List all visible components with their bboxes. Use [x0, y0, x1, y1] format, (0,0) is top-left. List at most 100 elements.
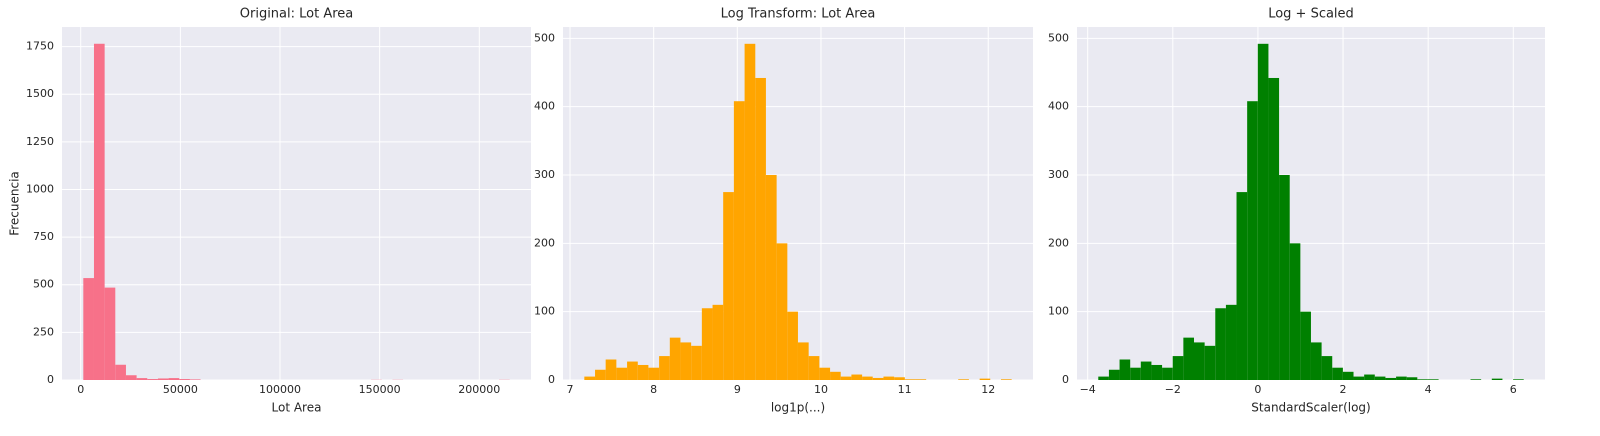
histogram-bar	[168, 378, 180, 380]
histogram-bar	[755, 77, 766, 380]
histogram-bar	[1374, 376, 1386, 380]
histogram-bar	[1470, 379, 1482, 380]
y-tick-label: 100	[1048, 305, 1069, 318]
x-tick-label: 6	[1510, 383, 1517, 396]
histogram-bar	[691, 345, 702, 380]
histogram-bar	[797, 342, 809, 380]
x-tick-label: 12	[981, 383, 995, 396]
y-tick-label: 400	[1048, 100, 1069, 113]
histogram-bar	[787, 311, 798, 380]
chart-title: Log Transform: Lot Area	[721, 7, 876, 22]
y-tick-label: 500	[33, 278, 54, 291]
histogram-bar	[1385, 377, 1397, 380]
histogram-bar	[616, 367, 628, 380]
histogram-bar	[915, 379, 927, 380]
y-tick-label: 400	[534, 100, 555, 113]
x-tick-label: 50000	[163, 383, 198, 396]
histogram-bar	[744, 43, 756, 381]
x-axis-label: log1p(...)	[771, 401, 825, 415]
y-tick-label: 200	[534, 236, 555, 249]
histogram-bar	[157, 378, 169, 380]
histogram-bar	[1406, 377, 1418, 380]
histogram-bar	[840, 376, 852, 380]
x-tick-label: 9	[734, 383, 741, 396]
y-tick-label: 200	[1048, 236, 1069, 249]
x-tick-label: 150000	[359, 383, 401, 396]
histogram-bar	[1491, 378, 1503, 380]
histogram-bar	[115, 364, 126, 380]
histogram-bar	[1417, 379, 1428, 380]
histogram-bar	[1236, 192, 1248, 380]
histogram-bar	[1172, 356, 1184, 380]
x-tick-label: 200000	[458, 383, 500, 396]
histogram-bar	[1151, 364, 1163, 380]
x-tick-label: 8	[650, 383, 657, 396]
y-tick-label: 0	[47, 373, 54, 386]
x-tick-label: 7	[567, 383, 574, 396]
histogram-bar	[1194, 342, 1205, 380]
histogram-bar	[1321, 356, 1333, 380]
chart-title: Original: Lot Area	[240, 7, 354, 22]
histogram-bar	[979, 378, 991, 380]
histogram-bar	[93, 43, 105, 381]
y-tick-label: 1500	[26, 87, 54, 100]
x-tick-label: 10	[814, 383, 828, 396]
histogram-bar	[595, 369, 606, 380]
histogram-bar	[883, 376, 895, 380]
histogram-bar	[733, 101, 745, 381]
x-tick-label: 0	[77, 383, 84, 396]
histogram-bar	[872, 377, 884, 380]
x-tick-label: 2	[1340, 383, 1347, 396]
histogram-bar	[1098, 376, 1109, 380]
histogram-bar	[1183, 337, 1194, 380]
histogram-bar	[1353, 376, 1365, 380]
histogram-bar	[765, 175, 777, 380]
histogram-bar	[189, 379, 201, 380]
histogram-bar	[1310, 342, 1322, 380]
histogram-bar	[1268, 77, 1280, 380]
chart-title: Log + Scaled	[1268, 7, 1354, 22]
plot-background	[563, 27, 1033, 380]
histogram-bar	[958, 379, 969, 380]
subplot: 0 250 500 750 1000 1250 1500 1750 0 50000 100000 15…	[8, 7, 531, 415]
histogram-bar	[637, 364, 649, 380]
histogram-bar	[1342, 371, 1354, 380]
histogram-bar	[669, 337, 681, 380]
histogram-bar	[584, 376, 596, 380]
y-tick-label: 500	[534, 31, 555, 44]
y-tick-label: 0	[548, 373, 555, 386]
histogram-bar	[1364, 374, 1375, 380]
histogram-bar	[776, 243, 788, 380]
histogram-bar	[1513, 379, 1524, 380]
y-tick-label: 500	[1048, 31, 1069, 44]
histogram-bar	[1204, 345, 1216, 380]
y-tick-label: 1750	[26, 40, 54, 53]
histogram-bar	[701, 308, 713, 380]
histogram-bar	[894, 377, 905, 380]
histogram-bar	[830, 371, 841, 380]
x-tick-label: −2	[1165, 383, 1181, 396]
histogram-bar	[605, 359, 617, 380]
histogram-bar	[1300, 311, 1311, 380]
histogram-bar	[1247, 101, 1258, 381]
histogram-bar	[1108, 369, 1120, 380]
histogram-bar	[723, 192, 734, 380]
histogram-bar	[648, 367, 660, 380]
y-tick-label: 1250	[26, 135, 54, 148]
histogram-bar	[83, 278, 94, 380]
histogram-bar	[808, 356, 820, 380]
histogram-bar	[1225, 304, 1237, 380]
plot-background	[62, 27, 531, 380]
x-tick-label: 0	[1254, 383, 1261, 396]
histogram-bar	[1119, 359, 1131, 380]
y-tick-label: 750	[33, 230, 54, 243]
histogram-bar	[1279, 175, 1290, 380]
histogram-bar	[862, 376, 873, 380]
histogram-bar	[1427, 379, 1439, 380]
histogram-bar	[1140, 361, 1152, 380]
subplot: 0 100 200 300 400 500 −4 −2 0 2 4 6 Log + Scaled Stan…	[1048, 7, 1545, 415]
x-tick-label: 11	[898, 383, 912, 396]
y-tick-label: 1000	[26, 182, 54, 195]
